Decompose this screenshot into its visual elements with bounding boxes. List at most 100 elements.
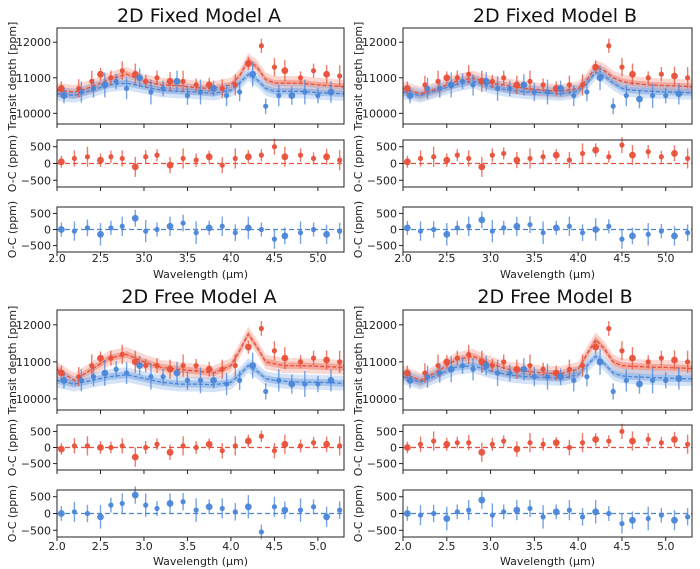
panel-3-red-resid xyxy=(193,444,199,451)
panel-2-blue-resid xyxy=(629,232,636,240)
panel-3-blue-point xyxy=(276,377,282,383)
panel-3-blue-point xyxy=(184,377,191,383)
panel-4-blue-band-outer xyxy=(403,348,692,390)
panel-3-blue-resid xyxy=(180,499,186,505)
panel-3-red-resid xyxy=(232,443,238,449)
panel-3-blue-point xyxy=(173,369,181,377)
panel-1-red-point xyxy=(97,70,104,78)
panel-1-xtick-label: 2.0 xyxy=(48,252,66,265)
panel-2-blue-point xyxy=(437,85,443,92)
panel-4-red-resid xyxy=(629,437,636,445)
panel-4-blue-point xyxy=(447,365,455,373)
panel-1-blue-resid xyxy=(154,226,160,233)
panel-4-red-resid xyxy=(454,440,460,446)
panel-1-blue-resid xyxy=(143,228,149,234)
panel-2-xtick-label: 4.0 xyxy=(569,252,587,265)
panel-2-red-resid xyxy=(606,154,612,160)
panel-2-blue-resid xyxy=(671,232,678,240)
panel-3-blue-point xyxy=(288,380,296,388)
panel-3-blue-point xyxy=(263,388,269,395)
panel-4-red-point xyxy=(443,358,451,366)
panel-1-blue-point xyxy=(223,92,230,99)
panel-2-blue-resid xyxy=(403,224,411,232)
panel-4-transit-ylabel: Transit depth [ppm] xyxy=(352,306,365,416)
panel-2-red-point xyxy=(466,71,472,77)
panel-1-blue-point xyxy=(78,89,84,95)
panel-2-blue-resid xyxy=(540,230,546,236)
panel-3-red-point xyxy=(297,359,304,365)
panel-4-blue-resid xyxy=(606,510,612,517)
panel-3-red-point xyxy=(108,355,114,361)
panel-3-red-resid xyxy=(219,448,225,454)
panel-2-resid-blue-ytick-label: −500 xyxy=(367,240,397,253)
panel-1-blue-point xyxy=(263,103,269,109)
panel-2-red-resid xyxy=(645,149,651,155)
panel-3-red-point xyxy=(281,354,289,362)
panel-1-blue-point xyxy=(197,89,204,95)
panel-2-blue-point xyxy=(406,92,414,99)
panel-3-red-point xyxy=(310,355,317,361)
panel-1-red-band-outer xyxy=(57,52,344,100)
panel-1-blue-model xyxy=(56,73,345,97)
panel-1-red-resid xyxy=(232,155,238,162)
panel-1-blue-resid xyxy=(323,230,331,238)
panel-3-transit-ytick-label: 11000 xyxy=(16,356,51,369)
panel-4-red-resid xyxy=(645,436,651,443)
panel-4-red-resid xyxy=(671,436,678,443)
panel-2-red-resid xyxy=(443,156,451,164)
panel-2-red-point xyxy=(645,75,651,81)
panel-4-blue-resid xyxy=(579,514,586,520)
panel-3-title: 2D Free Model A xyxy=(121,286,276,308)
panel-2-blue-band-outer xyxy=(403,65,692,103)
panel-3-blue-point xyxy=(78,377,84,383)
panel-1-blue-point xyxy=(249,70,257,78)
panel-3-blue-point xyxy=(60,376,68,384)
panel-2-xtick-label: 3.0 xyxy=(482,252,500,265)
panel-1-blue-resid xyxy=(281,232,289,240)
panel-4-blue-point xyxy=(406,376,414,384)
panel-1-blue-point xyxy=(327,88,335,96)
panel-1-blue-resid xyxy=(108,225,114,231)
panel-3-red-point xyxy=(119,351,125,358)
panel-3-blue-resid xyxy=(119,500,125,507)
panel-1-blue-point xyxy=(302,89,308,95)
panel-3-red-resid xyxy=(258,433,264,439)
panel-2-blue-point xyxy=(507,85,513,92)
panel-2-transit-ytick-label: 10000 xyxy=(362,107,397,120)
panel-2-red-point xyxy=(629,70,636,78)
panel-3-blue-resid xyxy=(97,513,104,521)
panel-1-red-resid xyxy=(97,156,104,164)
panel-4-xtick-label: 2.5 xyxy=(438,540,456,553)
panel-4-red-point xyxy=(422,370,428,376)
panel-1-blue-point xyxy=(237,89,243,95)
panel-3-red-point xyxy=(97,354,104,362)
panel-1-red-resid xyxy=(154,152,160,158)
panel-1-red-point xyxy=(232,82,238,88)
panel-3-blue-point xyxy=(249,362,257,369)
panel-1-transit-frame xyxy=(56,27,345,125)
panel-1-blue-resid xyxy=(232,230,238,236)
panel-3-red-resid xyxy=(281,440,289,448)
panel-2-blue-resid xyxy=(619,236,625,242)
panel-1-blue-resid xyxy=(205,224,213,232)
panel-4-blue-resid xyxy=(466,507,472,513)
panel-4-resid-blue-ytick-label: 0 xyxy=(390,508,397,521)
panel-4-transit-ytick-label: 10000 xyxy=(362,393,397,406)
panel-1-xlabel: Wavelength (μm) xyxy=(153,268,248,281)
panel-1-red-resid xyxy=(297,152,304,158)
panel-4-red-resid xyxy=(403,444,411,451)
panel-2-red-resid xyxy=(478,163,486,171)
panel-1-transit-ytick-label: 11000 xyxy=(16,72,51,85)
panel-3-red-resid xyxy=(244,437,252,445)
panel-1-transit-ytick-label: 12000 xyxy=(16,36,51,49)
panel-2-resid-red-ytick-label: 0 xyxy=(390,158,397,171)
panel-3-red-resid xyxy=(143,444,149,451)
panel-4-red-point xyxy=(592,343,600,351)
panel-2-blue-point xyxy=(610,103,616,109)
panel-3-blue-resid xyxy=(281,506,289,514)
panel-2-blue-resid xyxy=(454,225,460,231)
panel-3-red-point xyxy=(89,362,95,369)
panel-2-blue-resid xyxy=(489,228,495,234)
panel-2-xtick-label: 2.0 xyxy=(394,252,412,265)
